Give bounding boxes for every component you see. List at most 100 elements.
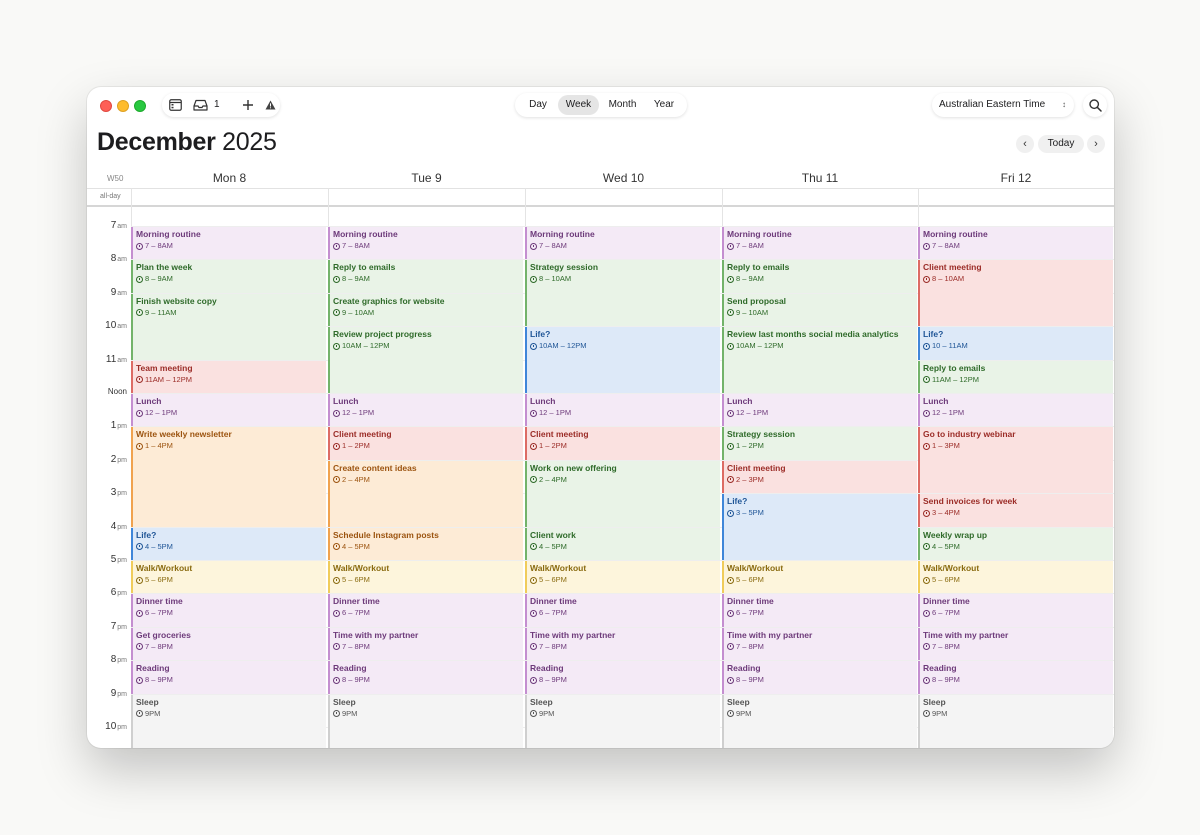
calendar-event[interactable]: Dinner time 6 – 7PM bbox=[722, 594, 917, 627]
calendar-event[interactable]: Sleep 9PM bbox=[525, 694, 720, 748]
calendar-event[interactable]: Walk/Workout 5 – 6PM bbox=[918, 561, 1113, 594]
calendar-event[interactable]: Send invoices for week 3 – 4PM bbox=[918, 494, 1113, 527]
previous-week-button[interactable]: ‹ bbox=[1016, 135, 1034, 153]
calendar-event[interactable]: Life? 4 – 5PM bbox=[131, 527, 326, 560]
hour-gridline bbox=[131, 626, 1114, 628]
event-time: 9 – 11AM bbox=[145, 307, 177, 317]
zoom-window-button[interactable] bbox=[134, 100, 146, 112]
calendar-event[interactable]: Lunch 12 – 1PM bbox=[722, 394, 917, 427]
calendar-event[interactable]: Dinner time 6 – 7PM bbox=[525, 594, 720, 627]
calendar-event[interactable]: Write weekly newsletter 1 – 4PM bbox=[131, 427, 326, 527]
calendar-event[interactable]: Reply to emails 11AM – 12PM bbox=[918, 360, 1113, 393]
inbox-icon[interactable] bbox=[192, 98, 208, 112]
calendar-event[interactable]: Create content ideas 2 – 4PM bbox=[328, 460, 523, 527]
calendar-event[interactable]: Reply to emails 8 – 9AM bbox=[722, 260, 917, 293]
calendar-event[interactable]: Morning routine 7 – 8AM bbox=[918, 227, 1113, 260]
calendar-event[interactable]: Reading 8 – 9PM bbox=[918, 661, 1113, 694]
calendar-event[interactable]: Morning routine 7 – 8AM bbox=[525, 227, 720, 260]
search-button[interactable] bbox=[1083, 93, 1107, 117]
calendar-event[interactable]: Client meeting 8 – 10AM bbox=[918, 260, 1113, 327]
calendar-event[interactable]: Client meeting 1 – 2PM bbox=[525, 427, 720, 460]
hour-label: 6pm bbox=[93, 587, 127, 598]
calendar-event[interactable]: Reading 8 – 9PM bbox=[525, 661, 720, 694]
clock-icon bbox=[136, 643, 143, 651]
day-header-wed[interactable]: Wed 10 bbox=[602, 171, 645, 185]
tab-month[interactable]: Month bbox=[608, 99, 637, 110]
day-header-fri[interactable]: Fri 12 bbox=[1000, 171, 1032, 185]
calendar-event[interactable]: Walk/Workout 5 – 6PM bbox=[722, 561, 917, 594]
calendar-event[interactable]: Lunch 12 – 1PM bbox=[918, 394, 1113, 427]
tab-year[interactable]: Year bbox=[653, 99, 675, 110]
day-header-mon[interactable]: Mon 8 bbox=[212, 171, 247, 185]
calendar-event[interactable]: Client work 4 – 5PM bbox=[525, 527, 720, 560]
hour-ampm: pm bbox=[117, 590, 127, 598]
calendar-event[interactable]: Team meeting 11AM – 12PM bbox=[131, 360, 326, 393]
calendar-event[interactable]: Time with my partner 7 – 8PM bbox=[918, 627, 1113, 661]
hour-label: 11am bbox=[93, 354, 127, 365]
calendar-event[interactable]: Time with my partner 7 – 8PM bbox=[722, 627, 917, 661]
calendar-event[interactable]: Get groceries 7 – 8PM bbox=[131, 627, 326, 661]
calendar-event[interactable]: Client meeting 2 – 3PM bbox=[722, 460, 917, 494]
calendar-event[interactable]: Time with my partner 7 – 8PM bbox=[328, 627, 523, 661]
calendar-event[interactable]: Lunch 12 – 1PM bbox=[525, 394, 720, 427]
calendar-event[interactable]: Dinner time 6 – 7PM bbox=[131, 594, 326, 627]
calendar-event[interactable]: Reply to emails 8 – 9AM bbox=[328, 260, 523, 293]
calendar-event[interactable]: Review last months social media analytic… bbox=[722, 327, 917, 393]
calendar-event[interactable]: Life? 3 – 5PM bbox=[722, 494, 917, 560]
calendar-event[interactable]: Time with my partner 7 – 8PM bbox=[525, 627, 720, 661]
calendar-event[interactable]: Walk/Workout 5 – 6PM bbox=[328, 561, 523, 594]
calendar-event[interactable]: Go to industry webinar 1 – 3PM bbox=[918, 427, 1113, 494]
calendar-event[interactable]: Walk/Workout 5 – 6PM bbox=[525, 561, 720, 594]
calendar-event[interactable]: Schedule Instagram posts 4 – 5PM bbox=[328, 527, 523, 560]
calendar-event[interactable]: Morning routine 7 – 8AM bbox=[131, 227, 326, 260]
warning-icon[interactable] bbox=[263, 98, 277, 112]
event-time: 4 – 5PM bbox=[145, 541, 173, 551]
close-window-button[interactable] bbox=[100, 100, 112, 112]
calendar-event[interactable]: Reading 8 – 9PM bbox=[328, 661, 523, 694]
calendar-event[interactable]: Dinner time 6 – 7PM bbox=[918, 594, 1113, 627]
calendar-event[interactable]: Lunch 12 – 1PM bbox=[131, 394, 326, 427]
timezone-selector[interactable]: Australian Eastern Time ↕ bbox=[932, 93, 1074, 117]
calendar-list-icon[interactable] bbox=[168, 98, 182, 112]
calendar-event[interactable]: Strategy session 1 – 2PM bbox=[722, 427, 917, 460]
add-event-icon[interactable] bbox=[241, 98, 255, 112]
clock-icon bbox=[727, 609, 734, 617]
calendar-event[interactable]: Reading 8 – 9PM bbox=[722, 661, 917, 694]
calendar-event[interactable]: Walk/Workout 5 – 6PM bbox=[131, 561, 326, 594]
clock-icon bbox=[923, 409, 930, 417]
calendar-event[interactable]: Life? 10AM – 12PM bbox=[525, 327, 720, 393]
calendar-event[interactable]: Send proposal 9 – 10AM bbox=[722, 293, 917, 327]
minimize-window-button[interactable] bbox=[117, 100, 129, 112]
calendar-event[interactable]: Client meeting 1 – 2PM bbox=[328, 427, 523, 460]
event-time: 7 – 8PM bbox=[539, 641, 567, 651]
calendar-event[interactable]: Work on new offering 2 – 4PM bbox=[525, 460, 720, 527]
day-header-thu[interactable]: Thu 11 bbox=[801, 171, 839, 185]
next-week-button[interactable]: › bbox=[1087, 135, 1105, 153]
calendar-event[interactable]: Plan the week 8 – 9AM bbox=[131, 260, 326, 293]
day-header-tue[interactable]: Tue 9 bbox=[411, 171, 442, 185]
calendar-event[interactable]: Morning routine 7 – 8AM bbox=[722, 227, 917, 260]
calendar-event[interactable]: Sleep 9PM bbox=[328, 694, 523, 748]
tab-day[interactable]: Day bbox=[529, 99, 547, 110]
calendar-event[interactable]: Lunch 12 – 1PM bbox=[328, 394, 523, 427]
calendar-event[interactable]: Morning routine 7 – 8AM bbox=[328, 227, 523, 260]
calendar-event[interactable]: Finish website copy 9 – 11AM bbox=[131, 293, 326, 360]
calendar-event[interactable]: Reading 8 – 9PM bbox=[131, 661, 326, 694]
calendar-event[interactable]: Create graphics for website 9 – 10AM bbox=[328, 293, 523, 327]
calendar-event[interactable]: Weekly wrap up 4 – 5PM bbox=[918, 527, 1113, 560]
calendar-event[interactable]: Sleep 9PM bbox=[722, 694, 917, 748]
calendar-event[interactable]: Sleep 9PM bbox=[918, 694, 1113, 748]
hour-number: 1 bbox=[110, 420, 117, 432]
calendar-event[interactable]: Strategy session 8 – 10AM bbox=[525, 260, 720, 327]
today-button[interactable]: Today bbox=[1038, 135, 1084, 153]
event-time: 10AM – 12PM bbox=[342, 341, 390, 351]
hour-gridline bbox=[131, 426, 1114, 428]
calendar-event[interactable]: Life? 10 – 11AM bbox=[918, 327, 1113, 360]
calendar-event[interactable]: Dinner time 6 – 7PM bbox=[328, 594, 523, 627]
event-title: Write weekly newsletter bbox=[136, 429, 232, 440]
clock-icon bbox=[727, 342, 734, 350]
calendar-event[interactable]: Review project progress 10AM – 12PM bbox=[328, 327, 523, 393]
hour-ampm: am bbox=[117, 356, 127, 364]
calendar-event[interactable]: Sleep 9PM bbox=[131, 694, 326, 748]
tab-week[interactable]: Week bbox=[558, 95, 599, 115]
